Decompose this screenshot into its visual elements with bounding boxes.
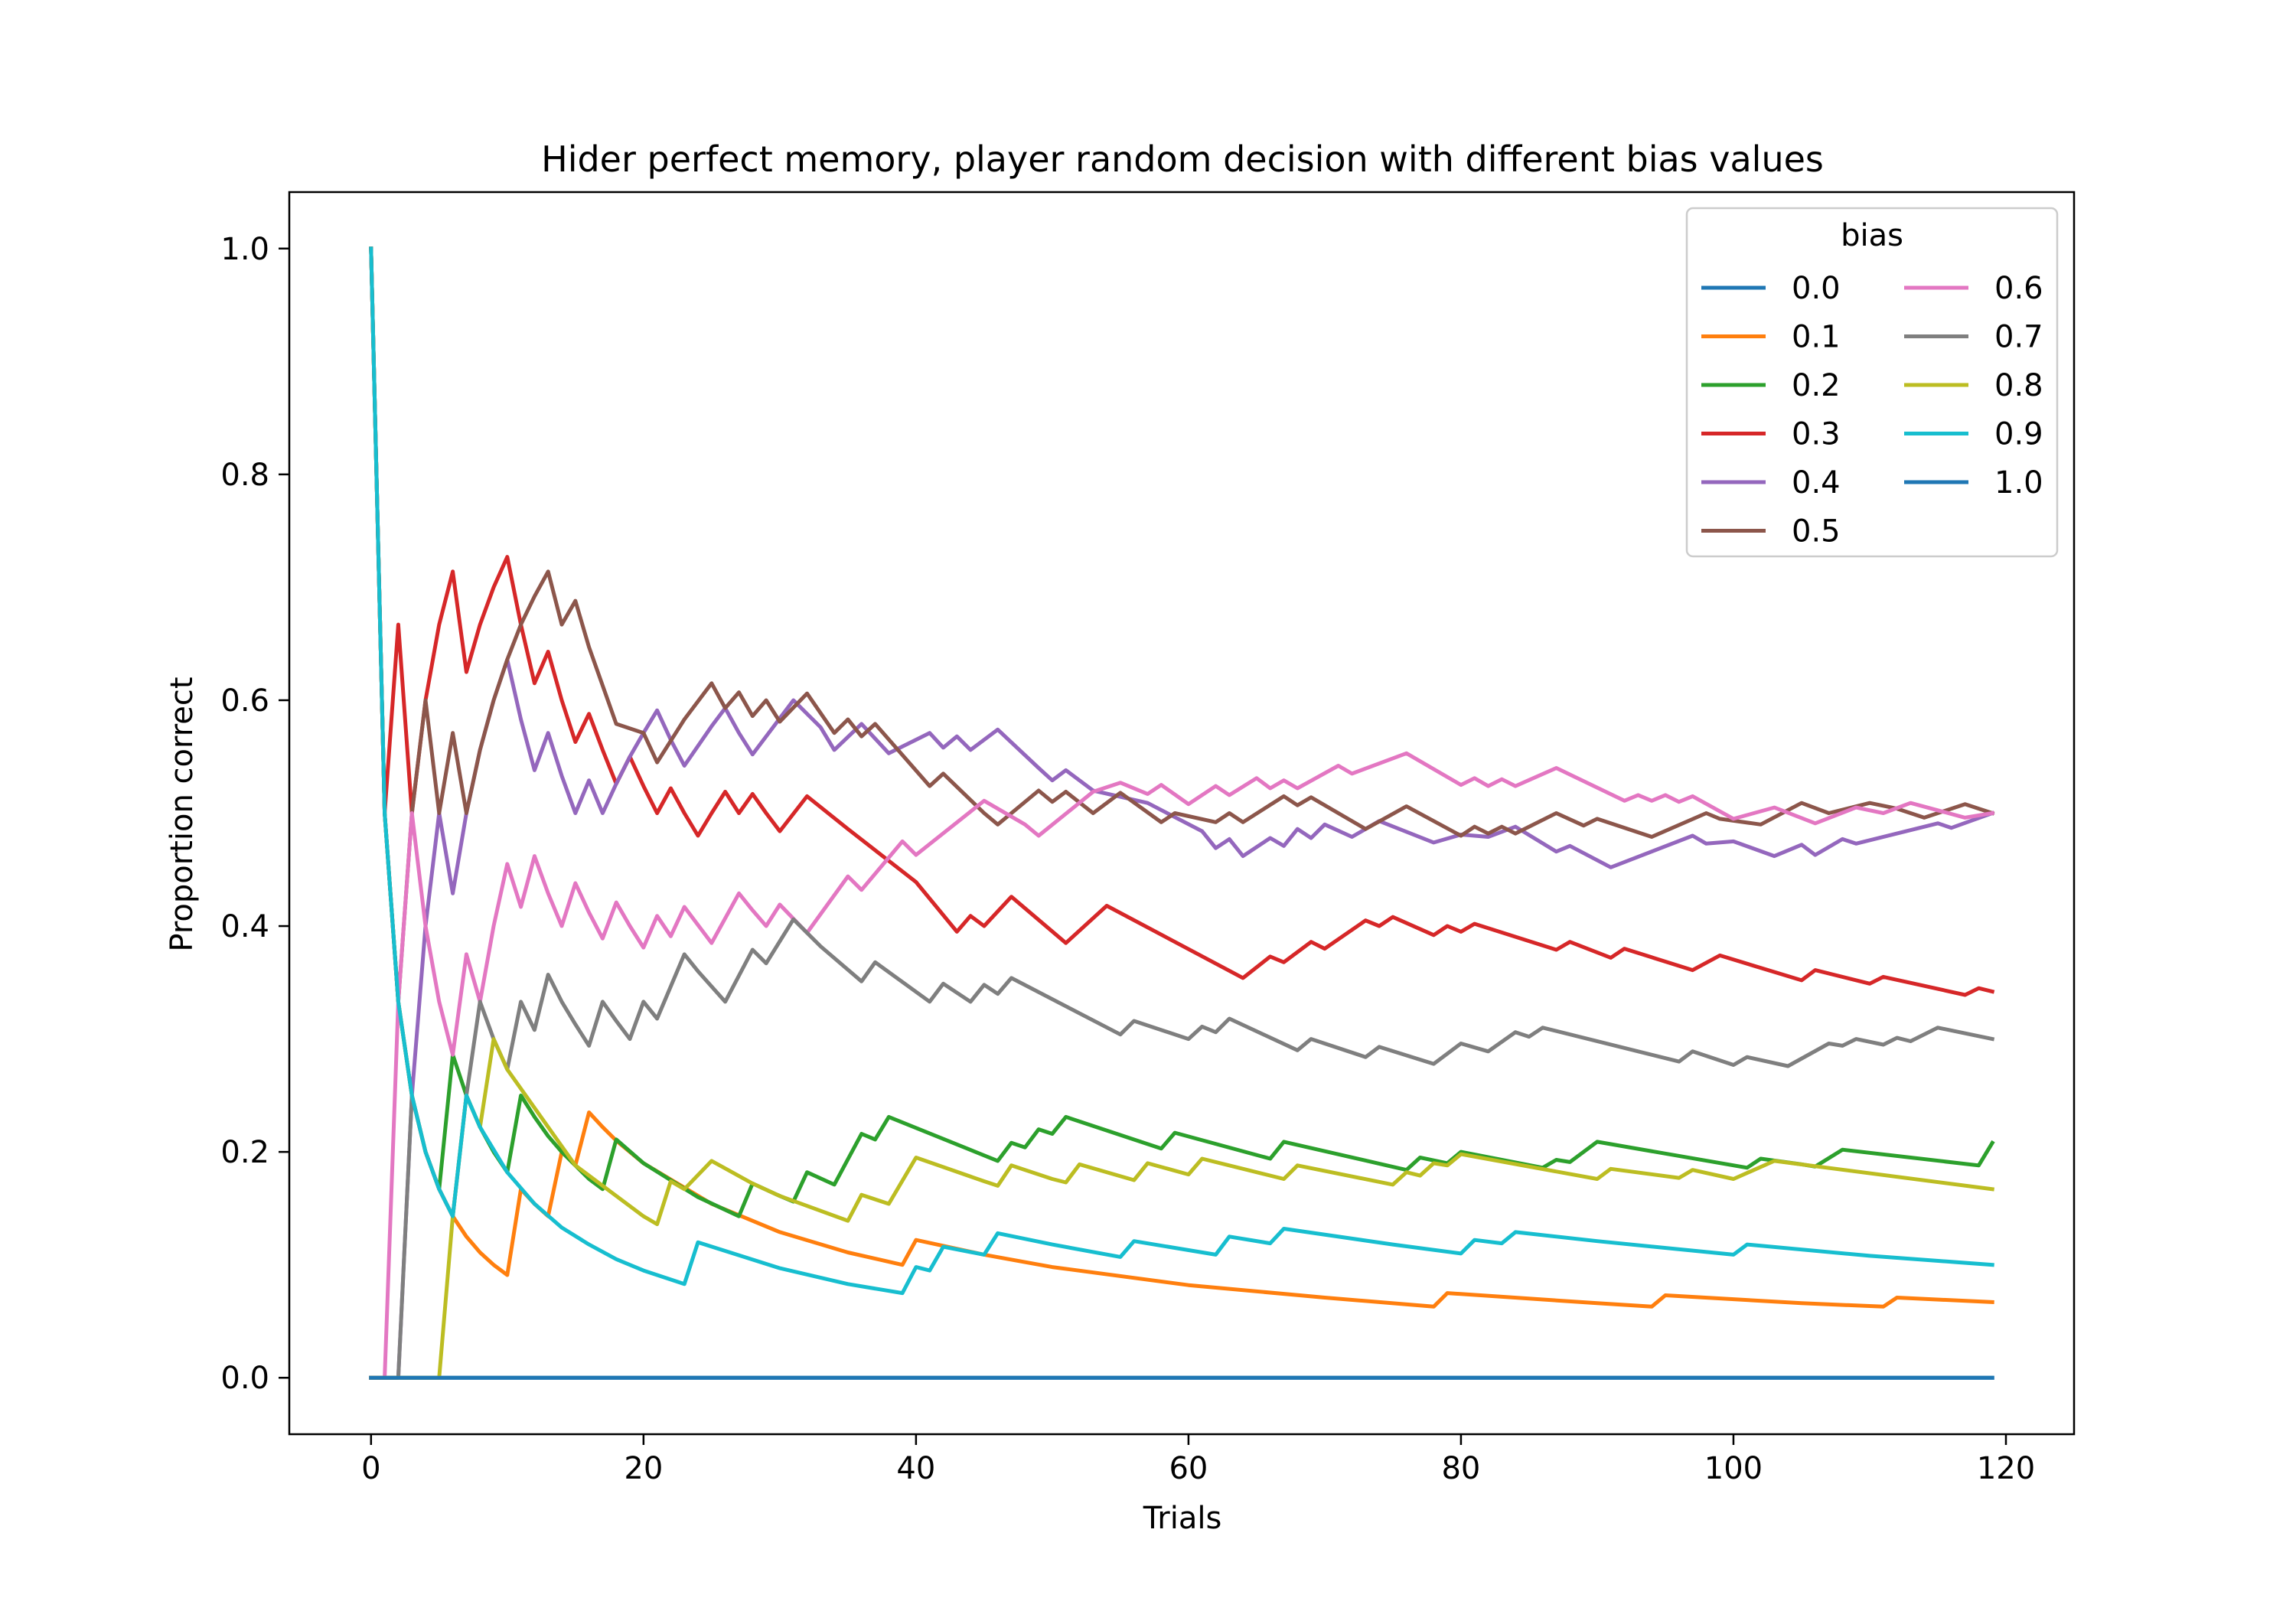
- series-layer: [369, 246, 1995, 1380]
- y-tick-label: 0.0: [220, 1361, 269, 1396]
- y-tick-label: 0.6: [220, 683, 269, 719]
- series-line-6: [369, 751, 1995, 1380]
- series-line-3: [369, 246, 1995, 997]
- x-tick-label: 20: [624, 1451, 663, 1486]
- legend-box: [1685, 207, 2059, 558]
- legend-label: 0.5: [1792, 514, 1841, 550]
- x-tick-label: 80: [1441, 1451, 1480, 1486]
- legend-label: 0.4: [1792, 465, 1841, 501]
- x-axis: 0 20 40 60 80 100 120: [361, 1434, 2035, 1486]
- x-tick-label: 40: [896, 1451, 935, 1486]
- legend-label: 0.8: [1994, 368, 2043, 403]
- legend: bias 0.0 0.1 0.2 0.3 0.4 0.5 0.6 0.7 0.8 0.9 1.0: [1685, 207, 2059, 558]
- x-tick-label: 120: [1977, 1451, 2035, 1486]
- series-line-4: [369, 657, 1995, 1380]
- legend-title: bias: [1841, 218, 1903, 253]
- legend-label: 0.7: [1994, 320, 2043, 355]
- chart-title: Hider perfect memory, player random deci…: [541, 139, 1824, 180]
- legend-label: 0.0: [1792, 271, 1841, 306]
- y-axis: 0.0 0.2 0.4 0.6 0.8 1.0: [220, 232, 289, 1396]
- legend-label: 1.0: [1994, 465, 2043, 501]
- series-line-5: [369, 246, 1995, 1004]
- legend-label: 0.6: [1994, 271, 2043, 306]
- plot-frame: [288, 191, 2076, 1436]
- y-tick-label: 0.2: [220, 1135, 269, 1170]
- x-tick-label: 100: [1704, 1451, 1763, 1486]
- legend-label: 0.2: [1792, 368, 1841, 403]
- y-tick-label: 1.0: [220, 232, 269, 267]
- legend-label: 0.3: [1792, 417, 1841, 452]
- y-tick-label: 0.8: [220, 458, 269, 493]
- legend-label: 0.1: [1792, 320, 1841, 355]
- series-line-9: [369, 246, 1994, 1296]
- legend-label: 0.9: [1994, 417, 2043, 452]
- x-tick-label: 0: [361, 1451, 380, 1486]
- y-tick-label: 0.4: [220, 909, 269, 944]
- series-line-7: [369, 917, 1995, 1380]
- x-tick-label: 60: [1169, 1451, 1208, 1486]
- x-axis-label: Trials: [1143, 1501, 1222, 1536]
- y-axis-label: Proportion correct: [165, 677, 200, 951]
